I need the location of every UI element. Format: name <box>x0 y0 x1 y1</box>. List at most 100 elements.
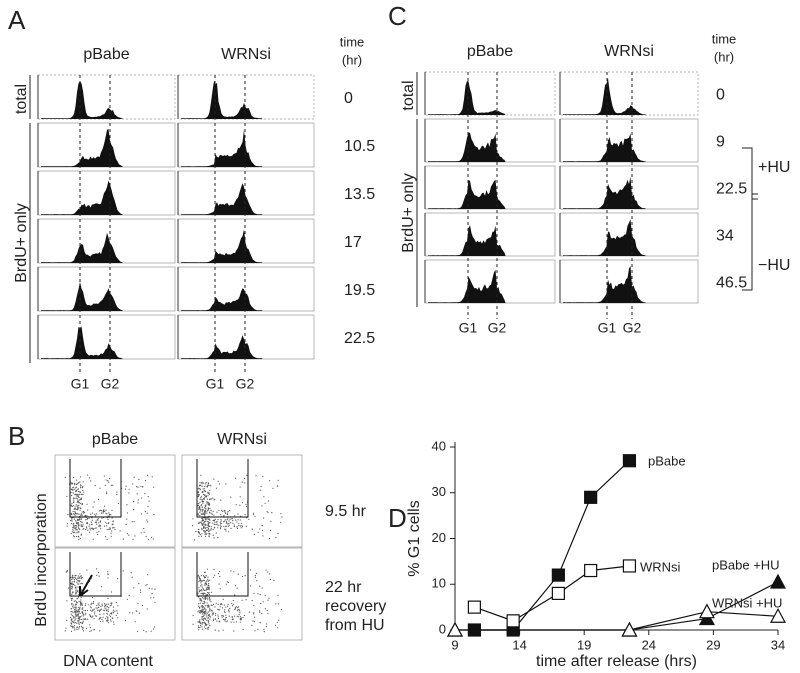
scatter-dot <box>151 588 153 590</box>
scatter-dot <box>263 517 265 519</box>
scatter-dot <box>209 616 211 618</box>
scatter-dot <box>204 597 206 599</box>
scatter-dot <box>202 607 204 609</box>
scatter-dot <box>107 610 109 613</box>
scatter-dot <box>209 610 211 612</box>
scatter-dot <box>203 603 205 605</box>
scatter-dot <box>86 569 88 571</box>
histogram <box>41 232 123 263</box>
scatter-dot <box>216 620 218 622</box>
scatter-dot <box>208 597 211 599</box>
scatter-dot <box>85 612 87 615</box>
scatter-dot <box>201 619 203 621</box>
scatter-dot <box>113 623 115 625</box>
scatter-dot <box>201 485 203 487</box>
scatter-box <box>181 547 303 641</box>
scatter-dot <box>207 579 209 582</box>
scatter-dot <box>74 493 77 495</box>
scatter-dot <box>198 507 200 509</box>
scatter-dot <box>141 497 143 499</box>
scatter-dot <box>249 585 252 587</box>
scatter-dot <box>226 512 229 514</box>
scatter-dot <box>116 491 118 493</box>
scatter-dot <box>245 505 247 507</box>
scatter-dot <box>213 574 216 576</box>
scatter-dot <box>89 627 91 629</box>
scatter-dot <box>94 485 96 487</box>
scatter-dot <box>201 501 203 503</box>
scatter-dot <box>90 513 92 515</box>
scatter-dot <box>200 599 202 601</box>
scatter-dot <box>191 525 194 527</box>
scatter-dot <box>201 590 203 592</box>
scatter-dot <box>66 569 68 572</box>
scatter-dot <box>81 511 83 513</box>
scatter-dot <box>102 509 104 511</box>
scatter-dot <box>79 528 81 531</box>
scatter-dot <box>200 593 202 595</box>
scatter-dot <box>228 522 230 525</box>
scatter-dot <box>204 509 206 511</box>
scatter-dot <box>199 600 201 602</box>
scatter-dot <box>200 598 202 600</box>
scatter-dot <box>198 522 200 524</box>
scatter-dot <box>93 618 95 620</box>
scatter-dot <box>117 605 119 607</box>
scatter-dot <box>236 615 238 617</box>
scatter-dot <box>77 522 79 524</box>
scatter-dot <box>220 602 222 605</box>
scatter-dot <box>200 579 202 582</box>
scatter-dot <box>132 538 134 540</box>
scatter-dot <box>71 517 73 519</box>
scatter-dot <box>79 521 82 523</box>
scatter-dot <box>220 604 222 606</box>
row-group: total <box>400 80 417 110</box>
scatter-dot <box>108 607 110 609</box>
scatter-dot <box>224 519 226 521</box>
scatter-dot <box>72 526 74 529</box>
row-group: BrdU+ only <box>400 173 417 253</box>
scatter-dot <box>93 501 95 503</box>
scatter-dot <box>92 629 94 631</box>
scatter-dot <box>78 536 80 538</box>
scatter-dot <box>153 486 155 488</box>
scatter-dot <box>240 617 242 619</box>
scatter-dot <box>110 591 113 593</box>
scatter-dot <box>202 527 204 530</box>
scatter-dot <box>203 501 205 503</box>
scatter-dot <box>201 606 203 608</box>
scatter-dot <box>204 507 206 509</box>
scatter-dot <box>77 498 79 500</box>
scatter-dot <box>233 630 235 632</box>
point <box>467 600 481 614</box>
scatter-dot <box>95 527 97 529</box>
scatter-dot <box>200 510 202 512</box>
scatter-dot <box>197 625 199 627</box>
scatter-dot <box>214 629 216 631</box>
y-tick-label: 30 <box>432 484 446 499</box>
scatter-dot <box>212 534 214 537</box>
scatter-dot <box>239 525 242 527</box>
scatter-dot <box>70 513 72 515</box>
scatter-dot <box>102 616 104 618</box>
scatter-dot <box>217 608 219 610</box>
scatter-dot <box>70 512 72 514</box>
scatter-dot <box>257 531 259 533</box>
scatter-dot <box>107 609 109 611</box>
scatter-dot <box>107 613 109 615</box>
y-axis-title: % G1 cells <box>406 500 423 576</box>
scatter-dot <box>100 620 102 623</box>
scatter-dot <box>200 610 202 612</box>
scatter-dot <box>89 624 91 626</box>
scatter-dot <box>207 591 209 594</box>
scatter-dot <box>106 493 108 495</box>
scatter-dot <box>145 584 147 586</box>
time-label: 13.5 <box>344 186 375 203</box>
scatter-dot <box>106 612 108 614</box>
scatter-dot <box>201 626 203 628</box>
scatter-dot <box>199 622 201 624</box>
scatter-dot <box>98 602 100 604</box>
scatter-dot <box>71 615 73 617</box>
scatter-dot <box>197 592 199 594</box>
scatter-dot <box>212 519 214 522</box>
